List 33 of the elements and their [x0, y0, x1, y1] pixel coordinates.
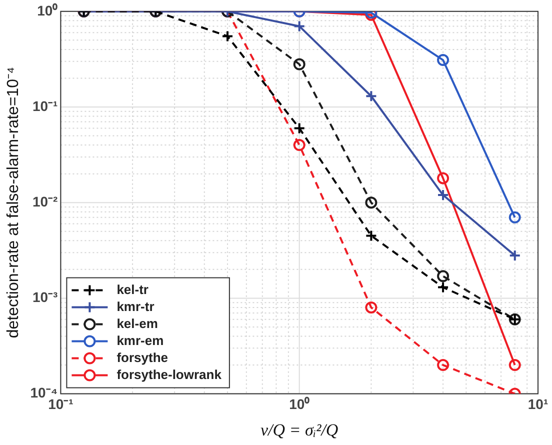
point — [508, 249, 521, 262]
legend-label: kmr-tr — [116, 298, 154, 314]
y-tick-label: 10⁰ — [37, 2, 58, 18]
y-tick-label: 10⁻² — [32, 193, 58, 210]
x-tick-label: 10¹ — [528, 396, 548, 412]
point — [365, 301, 378, 314]
y-axis-title: detection-rate at false-alarm-rate=10⁻⁴ — [5, 66, 22, 338]
x-tick-label: 10⁻¹ — [48, 396, 74, 412]
legend-label: forsythe-lowrank — [116, 366, 222, 382]
point — [365, 230, 378, 242]
point — [437, 189, 450, 202]
legend-label: kel-tr — [116, 282, 148, 297]
point — [293, 139, 306, 152]
point — [365, 196, 378, 209]
point — [437, 359, 450, 372]
point — [437, 270, 450, 282]
point — [437, 54, 450, 66]
legend-label: forsythe — [116, 350, 168, 365]
point — [293, 122, 306, 134]
point — [437, 281, 450, 294]
point — [293, 20, 306, 32]
point — [508, 211, 521, 224]
legend-label: kel-em — [116, 316, 158, 331]
point — [508, 359, 521, 372]
point — [365, 90, 378, 102]
y-tick-label: 10⁻³ — [32, 289, 58, 306]
y-tick-label: 10⁻¹ — [32, 98, 58, 114]
x-tick-label: 10⁰ — [289, 396, 310, 412]
point — [222, 30, 234, 42]
x-axis-title: ν/Q = σᵢ²/Q — [260, 420, 338, 440]
point — [293, 58, 306, 70]
point — [437, 172, 450, 184]
legend-label: kmr-em — [116, 332, 164, 348]
